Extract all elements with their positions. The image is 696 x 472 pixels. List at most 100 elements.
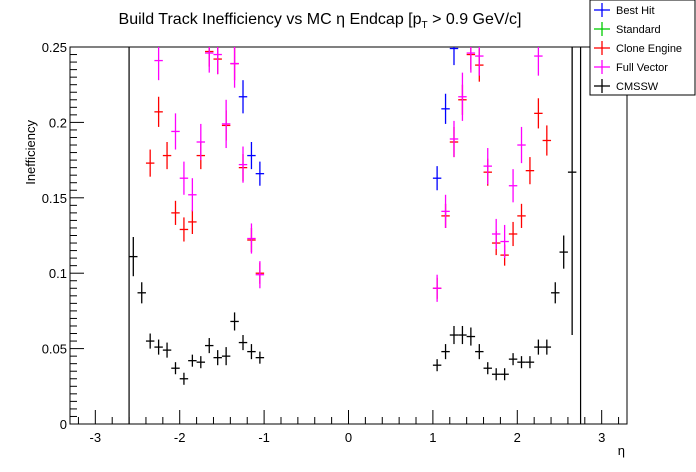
title-sub: T bbox=[422, 20, 428, 31]
data-point bbox=[432, 166, 442, 191]
data-point bbox=[508, 221, 518, 247]
data-point bbox=[508, 169, 518, 203]
data-point bbox=[483, 148, 492, 185]
data-point bbox=[188, 354, 197, 367]
data-point bbox=[491, 368, 501, 381]
data-point bbox=[188, 178, 197, 212]
data-point bbox=[238, 80, 248, 114]
series-clone-engine bbox=[145, 47, 552, 299]
legend-box bbox=[589, 0, 696, 96]
data-point bbox=[508, 353, 518, 366]
title-eta: η bbox=[336, 11, 345, 28]
y-tick-label: 0 bbox=[60, 417, 67, 432]
data-point bbox=[432, 359, 442, 372]
data-point bbox=[171, 362, 180, 375]
y-tick-label: 0.25 bbox=[42, 40, 67, 55]
data-point bbox=[162, 342, 172, 358]
data-point bbox=[247, 142, 256, 170]
data-point bbox=[255, 161, 265, 186]
series-cmssw bbox=[129, 47, 577, 385]
data-point bbox=[458, 72, 467, 121]
data-point bbox=[534, 339, 543, 355]
data-point bbox=[171, 200, 180, 225]
data-point bbox=[196, 123, 206, 161]
legend-item: Full Vector bbox=[594, 60, 668, 74]
data-point bbox=[205, 47, 214, 73]
boundary-lines bbox=[128, 47, 582, 424]
x-tick-label: -1 bbox=[258, 430, 270, 445]
data-point bbox=[517, 203, 526, 228]
legend-item: Clone Engine bbox=[594, 41, 682, 55]
data-point bbox=[247, 344, 256, 360]
data-point bbox=[213, 47, 222, 75]
data-point bbox=[221, 347, 231, 366]
x-tick-label: -2 bbox=[174, 430, 186, 445]
data-point bbox=[171, 113, 180, 150]
legend: Best Hit Standard Clone Engine Full Vector C… bbox=[589, 0, 696, 96]
data-point bbox=[179, 372, 189, 385]
data-point bbox=[238, 146, 248, 183]
legend-item: Standard bbox=[594, 22, 661, 36]
data-point bbox=[441, 194, 450, 228]
data-point bbox=[475, 344, 484, 360]
data-point bbox=[525, 356, 535, 369]
x-axis-label: η bbox=[618, 443, 625, 458]
data-point bbox=[213, 350, 222, 366]
data-point bbox=[247, 223, 256, 254]
legend-item: CMSSW bbox=[594, 79, 659, 93]
title-mid: Endcap [p bbox=[345, 11, 422, 28]
plot-frame bbox=[69, 46, 628, 425]
data-point bbox=[230, 47, 239, 88]
data-point bbox=[483, 362, 492, 375]
x-axis: -3 -2 -1 0 1 2 3 bbox=[77, 410, 620, 445]
data-point bbox=[500, 368, 509, 381]
data-point bbox=[491, 218, 501, 250]
data-point bbox=[154, 96, 163, 127]
data-point bbox=[542, 125, 552, 156]
data-point bbox=[517, 356, 526, 369]
data-point bbox=[205, 338, 214, 354]
legend-label: CMSSW bbox=[616, 81, 659, 93]
data-point bbox=[129, 237, 138, 277]
data-points bbox=[129, 47, 577, 385]
data-point bbox=[500, 224, 509, 259]
data-point bbox=[196, 356, 206, 369]
title-end: > 0.9 GeV/c] bbox=[428, 11, 522, 28]
series-full-vector bbox=[154, 47, 543, 302]
data-point bbox=[145, 333, 155, 349]
data-point bbox=[475, 47, 484, 76]
data-point bbox=[458, 325, 467, 345]
data-point bbox=[525, 157, 535, 185]
data-point bbox=[441, 93, 450, 124]
data-point bbox=[255, 261, 265, 289]
y-axis-label: Inefficiency bbox=[23, 120, 38, 185]
data-point bbox=[567, 47, 577, 336]
legend-label: Full Vector bbox=[616, 62, 668, 74]
y-tick-label: 0.15 bbox=[42, 191, 67, 206]
chart-title: Build Track Inefficiency vs MC η Endcap … bbox=[119, 11, 522, 31]
y-axis: 0 0.05 0.1 0.15 0.2 0.25 bbox=[42, 40, 84, 432]
data-point bbox=[179, 217, 189, 242]
data-point bbox=[137, 282, 146, 304]
data-point bbox=[551, 282, 560, 304]
data-point bbox=[449, 120, 459, 158]
x-tick-label: 0 bbox=[345, 430, 352, 445]
x-tick-label: 2 bbox=[514, 430, 521, 445]
data-point bbox=[230, 312, 239, 331]
data-point bbox=[162, 142, 172, 170]
data-point bbox=[154, 47, 163, 81]
data-point bbox=[534, 98, 543, 129]
data-point bbox=[449, 47, 459, 66]
series-best-hit bbox=[238, 47, 459, 191]
x-tick-label: 3 bbox=[598, 430, 605, 445]
data-point bbox=[466, 47, 476, 73]
legend-item: Best Hit bbox=[594, 3, 655, 17]
data-point bbox=[559, 235, 568, 269]
data-point bbox=[188, 209, 197, 234]
legend-label: Standard bbox=[616, 24, 661, 36]
x-tick-label: -3 bbox=[90, 430, 102, 445]
x-tick-label: 1 bbox=[429, 430, 436, 445]
data-point bbox=[238, 335, 248, 351]
data-point bbox=[432, 274, 442, 302]
data-point bbox=[441, 344, 450, 360]
